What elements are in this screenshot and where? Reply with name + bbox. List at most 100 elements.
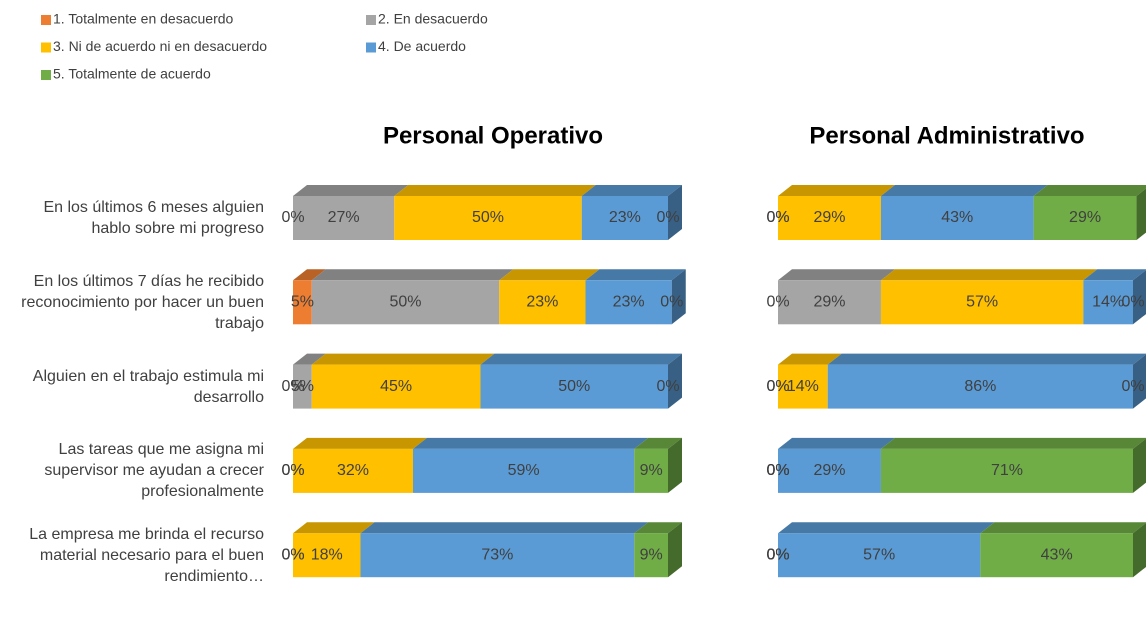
bar-side — [671, 269, 686, 325]
data-label: 50% — [389, 294, 421, 311]
data-label: 23% — [609, 209, 641, 226]
bar-segment — [311, 269, 514, 325]
data-label: 23% — [613, 294, 645, 311]
data-label: 27% — [328, 209, 360, 226]
data-label: 45% — [380, 378, 412, 395]
data-label: 0% — [656, 209, 679, 226]
data-label: 0% — [766, 546, 789, 563]
data-label: 86% — [964, 378, 996, 395]
bar-segment — [880, 269, 1098, 325]
data-label: 50% — [472, 209, 504, 226]
data-label: 43% — [1041, 546, 1073, 563]
bar-side — [1133, 438, 1146, 493]
bar-segment — [778, 185, 895, 240]
data-label: 0% — [656, 378, 679, 395]
bar-segment — [413, 437, 649, 493]
data-label: 0% — [660, 294, 683, 311]
bar-segment — [499, 269, 600, 325]
bar-segment — [293, 522, 375, 578]
bar-side — [668, 353, 682, 409]
data-label: 0% — [766, 546, 789, 563]
data-label: 0% — [281, 546, 304, 563]
bar-side — [1136, 188, 1146, 240]
chart-title: Personal Administrativo — [809, 122, 1084, 149]
data-label: 0% — [766, 378, 789, 395]
data-label: 5% — [291, 294, 314, 311]
legend-swatch — [366, 42, 376, 53]
data-label: 29% — [813, 209, 845, 226]
legend-swatch — [366, 15, 376, 25]
data-label: 18% — [311, 546, 343, 563]
bar-side — [668, 522, 682, 578]
data-label: 59% — [508, 462, 540, 479]
data-label: 9% — [640, 546, 663, 563]
data-label: 0% — [1121, 294, 1144, 311]
data-label: 0% — [281, 462, 304, 479]
data-label: 0% — [766, 294, 789, 311]
bar-segment — [778, 437, 895, 493]
data-label: 29% — [813, 462, 845, 479]
category-label: En los últimos 7 días he recibido recono… — [21, 272, 264, 332]
category-label: Las tareas que me asigna mi supervisor m… — [44, 441, 264, 501]
data-label: 73% — [481, 546, 513, 563]
bar-segment — [360, 522, 649, 578]
legend-swatch — [41, 70, 51, 80]
bar-side — [1133, 270, 1146, 325]
bar-segment — [778, 522, 995, 578]
data-label: 14% — [1092, 294, 1124, 311]
bar-segment — [778, 353, 842, 409]
bar-side — [668, 185, 682, 240]
legend-swatch — [41, 42, 51, 53]
bar-segment — [634, 437, 682, 493]
data-label: 14% — [787, 378, 819, 395]
legend-label: 3. Ni de acuerdo ni en desacuerdo — [53, 38, 267, 54]
legend-label: 2. En desacuerdo — [378, 11, 488, 27]
legend-label: 5. Totalmente de acuerdo — [53, 66, 211, 82]
data-label: 0% — [281, 378, 304, 395]
legend-swatch — [41, 15, 51, 25]
data-label: 32% — [337, 462, 369, 479]
bar-segment — [980, 522, 1146, 578]
bar-segment — [827, 353, 1146, 409]
bar-segment — [778, 269, 895, 325]
bar-segment — [293, 437, 427, 493]
data-label: 0% — [766, 462, 789, 479]
bar-segment — [1033, 185, 1146, 240]
data-label: 57% — [863, 546, 895, 563]
bar-segment — [293, 353, 326, 409]
category-label: En los últimos 6 meses alguien hablo sob… — [43, 199, 264, 237]
bar-segment — [880, 185, 1048, 240]
data-label: 0% — [281, 462, 304, 479]
bar-side — [1133, 522, 1146, 578]
legend-label: 1. Totalmente en desacuerdo — [53, 11, 234, 27]
data-label: 0% — [281, 209, 304, 226]
data-label: 57% — [966, 294, 998, 311]
data-label: 71% — [991, 462, 1023, 479]
bar-segment — [394, 185, 596, 240]
bar-side — [1133, 354, 1146, 409]
chart-title: Personal Operativo — [383, 122, 603, 149]
bar-segment — [311, 353, 495, 409]
bar-segment — [293, 269, 326, 325]
data-label: 9% — [640, 462, 663, 479]
bar-segment — [634, 522, 682, 578]
category-label: Alguien en el trabajo estimula mi desarr… — [32, 367, 264, 406]
data-label: 0% — [766, 378, 789, 395]
bar-side — [668, 437, 682, 493]
bar-segment — [581, 185, 682, 240]
bar-segment — [480, 353, 682, 409]
data-label: 50% — [558, 378, 590, 395]
data-label: 0% — [766, 546, 789, 563]
bar-segment — [880, 437, 1146, 493]
bar-segment — [585, 269, 686, 325]
data-label: 29% — [1069, 209, 1101, 226]
bar-segment — [1083, 269, 1146, 325]
data-label: 29% — [813, 294, 845, 311]
data-label: 0% — [1121, 378, 1144, 395]
legend-label: 4. De acuerdo — [378, 38, 466, 54]
data-label: 0% — [281, 546, 304, 563]
category-label: La empresa me brinda el recurso material… — [29, 525, 264, 585]
bar-segment — [293, 185, 409, 240]
